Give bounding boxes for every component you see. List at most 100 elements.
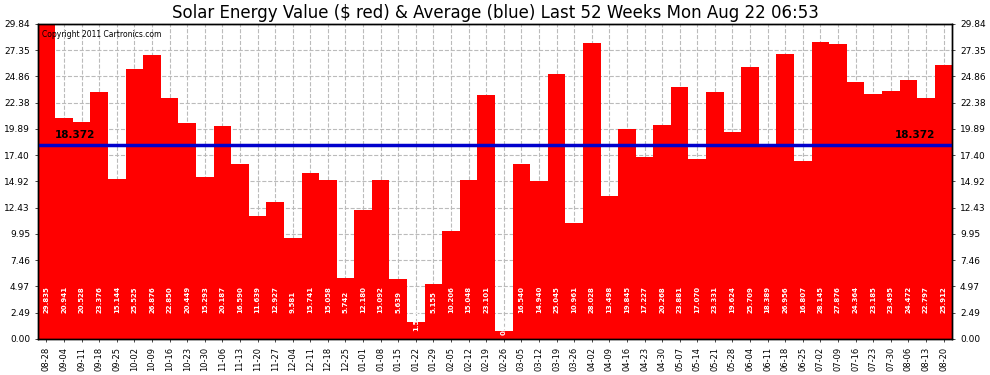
Bar [389,279,407,339]
Bar [601,196,618,339]
Bar [495,332,513,339]
Text: 17.227: 17.227 [642,286,647,312]
Text: 28.145: 28.145 [818,285,824,312]
Text: 16.807: 16.807 [800,285,806,312]
Text: 15.092: 15.092 [377,286,384,312]
Text: 20.528: 20.528 [78,286,85,312]
Bar [443,231,459,339]
Text: 25.525: 25.525 [132,286,138,312]
Text: 16.540: 16.540 [519,285,525,312]
Text: 25.912: 25.912 [940,286,946,312]
Text: 15.048: 15.048 [465,285,471,312]
Text: 20.449: 20.449 [184,285,190,312]
Bar [144,55,160,339]
Text: 26.956: 26.956 [782,286,788,312]
Text: 15.144: 15.144 [114,285,120,312]
Text: 25.709: 25.709 [747,286,753,312]
Bar [742,68,759,339]
Bar [178,123,196,339]
Bar [900,80,917,339]
Bar [337,278,354,339]
Text: 5.742: 5.742 [343,290,348,312]
Text: 26.876: 26.876 [149,286,155,312]
Text: 14.940: 14.940 [536,285,542,312]
Text: 23.376: 23.376 [96,286,102,312]
Bar [477,95,495,339]
Text: 29.835: 29.835 [44,286,50,312]
Bar [55,118,73,339]
Text: 1.577: 1.577 [413,309,419,331]
Text: 9.581: 9.581 [290,290,296,312]
Text: 28.028: 28.028 [589,286,595,312]
Text: 15.741: 15.741 [307,285,313,312]
Bar [776,54,794,339]
Text: 22.797: 22.797 [923,286,929,312]
Text: 5.639: 5.639 [395,291,401,312]
Title: Solar Energy Value ($ red) & Average (blue) Last 52 Weeks Mon Aug 22 06:53: Solar Energy Value ($ red) & Average (bl… [171,4,819,22]
Bar [618,129,636,339]
Text: 20.187: 20.187 [220,285,226,312]
Text: 23.101: 23.101 [483,285,489,312]
Bar [214,126,231,339]
Bar [794,161,812,339]
Bar [513,164,531,339]
Text: 12.180: 12.180 [360,285,366,312]
Text: 20.268: 20.268 [659,286,665,312]
Text: 23.495: 23.495 [888,285,894,312]
Text: 27.876: 27.876 [835,286,841,312]
Text: 23.881: 23.881 [677,285,683,312]
Text: 18.372: 18.372 [894,130,935,140]
Bar [425,285,443,339]
Bar [671,87,688,339]
Bar [812,42,830,339]
Bar [302,172,319,339]
Text: 20.941: 20.941 [61,285,67,312]
Bar [90,92,108,339]
Text: 12.927: 12.927 [272,286,278,312]
Bar [547,74,565,339]
Bar [565,223,583,339]
Text: 10.961: 10.961 [571,285,577,312]
Text: 18.372: 18.372 [55,130,96,140]
Text: 24.364: 24.364 [852,285,858,312]
Text: 25.045: 25.045 [553,286,559,312]
Bar [882,91,900,339]
Bar [636,157,653,339]
Bar [583,43,601,339]
Bar [126,69,144,339]
Bar [935,65,952,339]
Bar [706,93,724,339]
Bar [248,216,266,339]
Text: 11.639: 11.639 [254,285,260,312]
Text: 5.155: 5.155 [431,291,437,312]
Bar [724,132,742,339]
Bar [372,180,389,339]
Text: 18.389: 18.389 [764,285,770,312]
Text: 23.331: 23.331 [712,285,718,312]
Text: 13.498: 13.498 [606,285,613,312]
Bar [108,179,126,339]
Bar [407,322,425,339]
Bar [231,164,248,339]
Text: 15.058: 15.058 [325,286,331,312]
Bar [688,159,706,339]
Text: 19.624: 19.624 [730,285,736,312]
Text: 24.472: 24.472 [905,285,912,312]
Bar [73,122,90,339]
Bar [38,24,55,339]
Bar [846,82,864,339]
Text: 10.206: 10.206 [448,286,454,312]
Text: 23.185: 23.185 [870,286,876,312]
Bar [354,210,372,339]
Bar [653,125,671,339]
Bar [266,202,284,339]
Bar [830,45,846,339]
Text: 0.707: 0.707 [501,313,507,335]
Bar [759,145,776,339]
Bar [917,98,935,339]
Bar [531,181,547,339]
Text: Copyright 2011 Cartronics.com: Copyright 2011 Cartronics.com [43,30,161,39]
Bar [319,180,337,339]
Text: 19.845: 19.845 [624,285,630,312]
Text: 15.293: 15.293 [202,286,208,312]
